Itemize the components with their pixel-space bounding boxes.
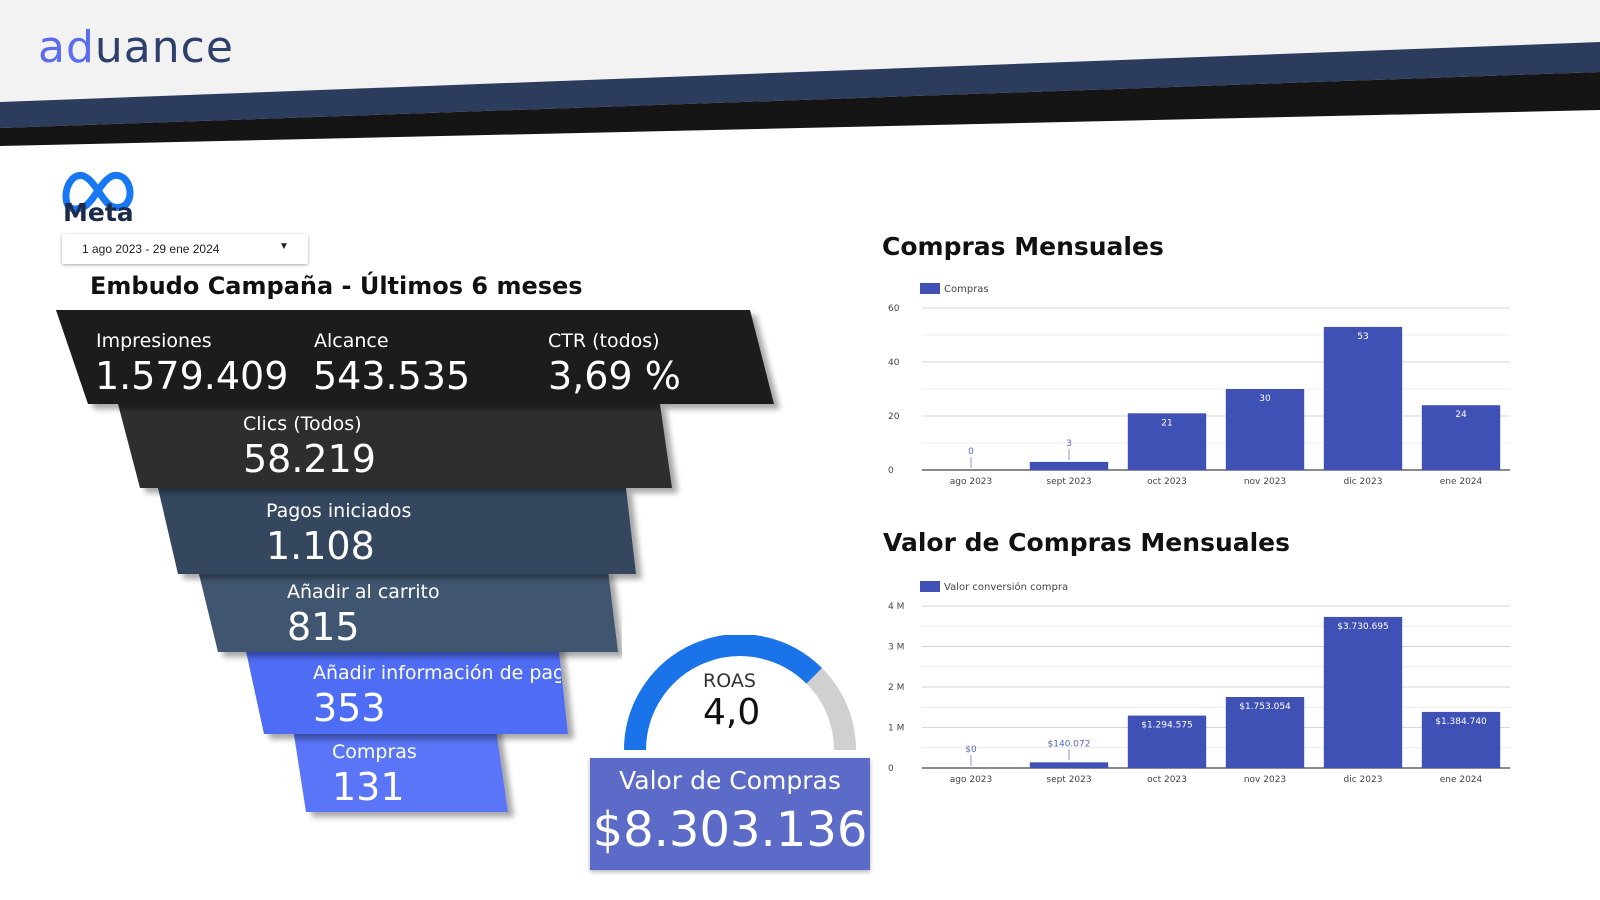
compras-chart-title: Compras Mensuales	[882, 232, 1164, 261]
carrito-label: Añadir al carrito	[287, 581, 440, 603]
x-tick-label: oct 2023	[1147, 775, 1187, 785]
y-tick-label: 0	[888, 466, 894, 476]
impresiones-value: 1.579.409	[95, 354, 289, 398]
x-tick-label: ago 2023	[950, 775, 993, 785]
alcance-value: 543.535	[313, 354, 471, 398]
funnel-title: Embudo Campaña - Últimos 6 meses	[90, 272, 583, 300]
bar	[1225, 389, 1305, 470]
data-label: $1.384.740	[1435, 717, 1487, 727]
clics-value: 58.219	[243, 437, 376, 481]
bar	[1323, 616, 1403, 768]
roas-gauge-fill	[624, 635, 822, 751]
bar	[1421, 405, 1501, 470]
compras-label: Compras	[332, 741, 417, 763]
funnel-stage-3	[158, 488, 636, 574]
ctr-value: 3,69 %	[548, 354, 681, 398]
purchase-value-label: Valor de Compras	[619, 766, 841, 795]
legend-label: Compras	[944, 284, 989, 295]
funnel-stage-1	[56, 310, 774, 404]
ctr-label: CTR (todos)	[548, 330, 660, 352]
date-range-picker[interactable]: 1 ago 2023 - 29 ene 2024 ▼	[62, 234, 308, 264]
data-label: 21	[1161, 418, 1172, 428]
bar	[1323, 326, 1403, 470]
bar	[1421, 711, 1501, 768]
data-label: $1.294.575	[1141, 721, 1193, 731]
carrito-value: 815	[287, 605, 360, 649]
info-pago-label: Añadir información de pag	[313, 662, 561, 684]
data-label: 30	[1259, 394, 1271, 404]
valor-bar-chart: Valor conversión compra 0 1 M 2 M 3 M 4 M $0 ag…	[888, 581, 1510, 785]
x-tick-label: dic 2023	[1344, 477, 1383, 487]
y-tick-label: 0	[888, 764, 894, 774]
legend-swatch	[920, 283, 940, 294]
y-tick-label: 20	[888, 412, 900, 422]
data-label: 0	[968, 447, 974, 457]
bar	[1225, 697, 1305, 768]
funnel-stage-4	[198, 570, 618, 652]
data-label: $3.730.695	[1337, 622, 1389, 632]
x-tick-label: ene 2024	[1440, 775, 1483, 785]
x-tick-label: ene 2024	[1440, 477, 1483, 487]
compras-value: 131	[332, 765, 405, 809]
y-tick-label: 4 M	[888, 602, 904, 612]
data-label: $140.072	[1048, 739, 1091, 749]
bar	[1127, 715, 1207, 768]
clics-label: Clics (Todos)	[243, 413, 362, 435]
info-pago-value: 353	[313, 686, 386, 730]
x-tick-label: nov 2023	[1244, 775, 1286, 785]
x-tick-label: dic 2023	[1344, 775, 1383, 785]
purchase-value-card: Valor de Compras $8.303.136	[590, 758, 870, 870]
x-tick-label: sept 2023	[1046, 477, 1091, 487]
y-tick-label: 2 M	[888, 683, 904, 693]
purchase-value-amount: $8.303.136	[592, 802, 868, 858]
y-tick-label: 60	[888, 304, 900, 314]
x-tick-label: sept 2023	[1046, 775, 1091, 785]
impresiones-label: Impresiones	[96, 330, 212, 352]
legend-label: Valor conversión compra	[944, 581, 1068, 593]
funnel-stage-6	[292, 722, 508, 812]
roas-value: 4,0	[703, 692, 761, 733]
funnel-stage-5	[244, 642, 568, 734]
compras-bar-chart: Compras 0 20 40 60 0 ago 2023 3 sept 2023 21 oct 2…	[888, 283, 1510, 487]
x-tick-label: oct 2023	[1147, 477, 1187, 487]
data-label: 3	[1066, 439, 1072, 449]
date-range-value: 1 ago 2023 - 29 ene 2024	[82, 242, 220, 256]
dropdown-caret-icon: ▼	[279, 241, 289, 252]
data-label: 24	[1455, 410, 1467, 420]
y-tick-label: 40	[888, 358, 900, 368]
bar	[1029, 762, 1109, 768]
pagos-value: 1.108	[266, 524, 375, 568]
data-label: 53	[1357, 332, 1368, 342]
bar	[1029, 461, 1109, 470]
x-tick-label: ago 2023	[950, 477, 993, 487]
pagos-label: Pagos iniciados	[266, 500, 412, 522]
roas-gauge	[624, 635, 856, 751]
bar	[1127, 413, 1207, 470]
y-tick-label: 1 M	[888, 724, 904, 734]
data-label: $1.753.054	[1239, 702, 1291, 712]
alcance-label: Alcance	[314, 330, 389, 352]
aduance-logo: aduance	[38, 22, 234, 73]
meta-logo-text: Meta	[63, 198, 134, 227]
y-tick-label: 3 M	[888, 643, 904, 653]
data-label: $0	[965, 745, 977, 755]
roas-label: ROAS	[703, 670, 756, 692]
funnel-stage-2	[118, 404, 672, 488]
x-tick-label: nov 2023	[1244, 477, 1286, 487]
header-banner	[0, 0, 1600, 150]
legend-swatch	[920, 581, 940, 592]
meta-logo-icon	[62, 171, 134, 213]
valor-chart-title: Valor de Compras Mensuales	[883, 528, 1291, 557]
